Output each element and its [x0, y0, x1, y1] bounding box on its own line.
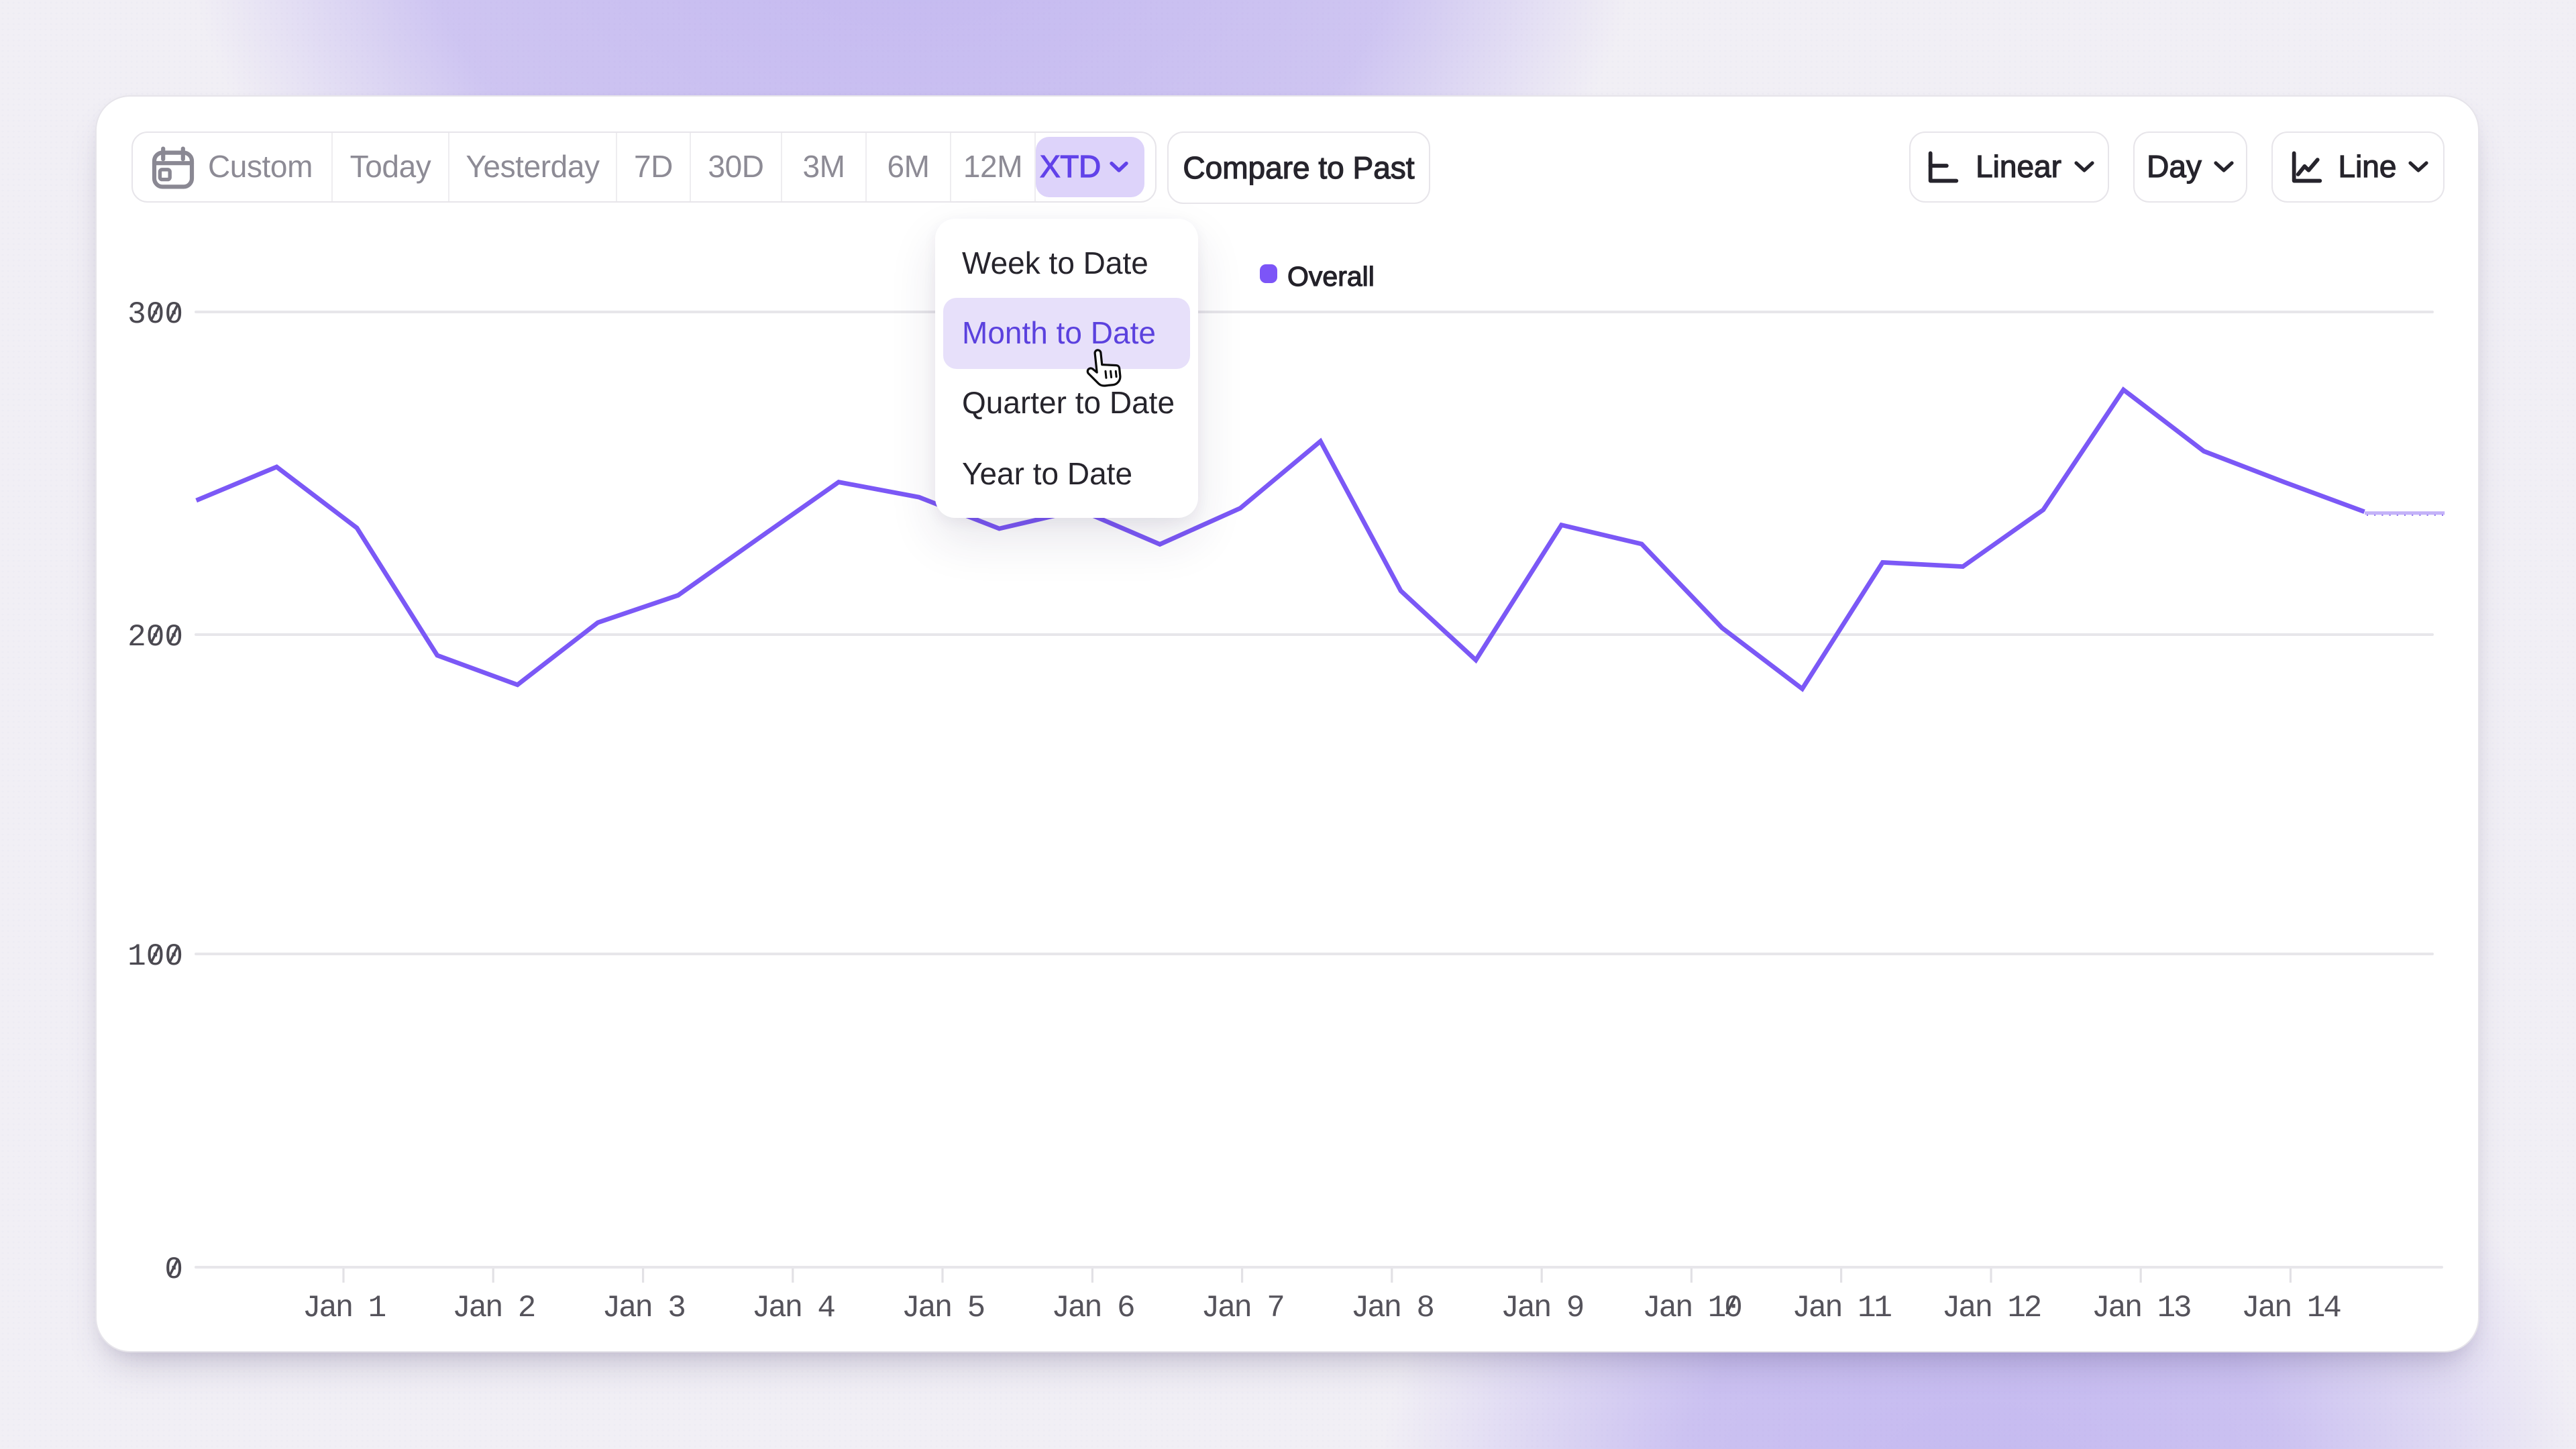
- svg-text:Jan 8: Jan 8: [1351, 1291, 1434, 1326]
- svg-text:Jan 2: Jan 2: [452, 1291, 535, 1326]
- svg-text:Jan 3: Jan 3: [602, 1291, 685, 1326]
- svg-text:Jan 7: Jan 7: [1201, 1291, 1284, 1326]
- svg-text:Jan 10: Jan 10: [1642, 1291, 1741, 1326]
- svg-text:Jan 13: Jan 13: [2092, 1291, 2190, 1326]
- svg-text:Jan 14: Jan 14: [2241, 1291, 2341, 1326]
- svg-text:Jan 11: Jan 11: [1792, 1291, 1891, 1326]
- svg-text:300: 300: [127, 297, 183, 332]
- svg-text:100: 100: [127, 939, 183, 974]
- svg-text:Jan 4: Jan 4: [752, 1291, 835, 1326]
- svg-text:0: 0: [164, 1252, 183, 1287]
- svg-text:Jan 5: Jan 5: [902, 1291, 984, 1326]
- svg-text:Jan 1: Jan 1: [303, 1291, 386, 1326]
- svg-text:Jan 12: Jan 12: [1942, 1291, 2041, 1326]
- svg-text:Jan 9: Jan 9: [1501, 1291, 1583, 1326]
- svg-text:200: 200: [127, 620, 183, 655]
- svg-text:Jan 6: Jan 6: [1051, 1291, 1134, 1326]
